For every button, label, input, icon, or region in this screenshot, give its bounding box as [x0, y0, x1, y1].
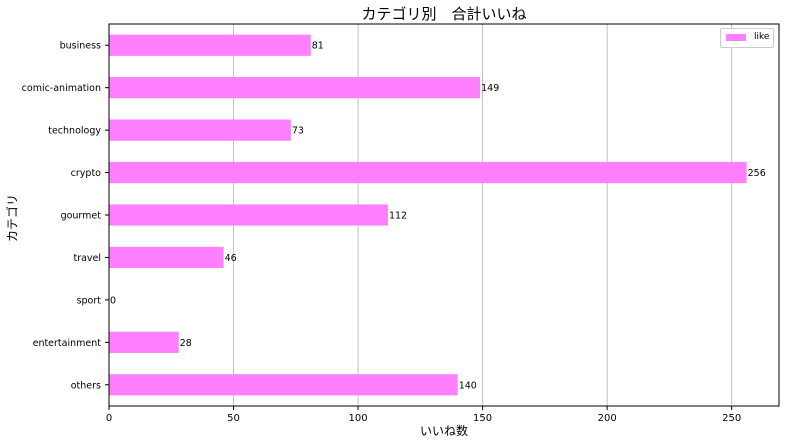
chart-title: カテゴリ別 合計いいね — [361, 5, 527, 23]
bars — [109, 34, 747, 396]
y-tick-label: entertainment — [33, 338, 102, 349]
y-axis-label: カテゴリ — [5, 193, 20, 243]
data-label: 140 — [459, 380, 477, 391]
x-tick-label: 100 — [349, 413, 368, 424]
y-tick-label: travel — [73, 253, 101, 264]
bar-others — [109, 374, 458, 396]
y-tick-label: technology — [48, 126, 101, 137]
y-tick-label: gourmet — [61, 211, 102, 222]
legend-swatch — [726, 34, 746, 41]
bar-travel — [109, 246, 224, 269]
bar-entertainment — [109, 331, 179, 353]
bar-technology — [109, 119, 291, 141]
data-label: 256 — [748, 168, 766, 179]
y-axis-ticks: business comic-animation technology crypto g… — [22, 41, 109, 391]
data-label: 81 — [312, 41, 324, 52]
y-tick-label: sport — [77, 295, 102, 306]
legend: like — [720, 28, 774, 48]
bar-crypto — [109, 161, 747, 184]
y-tick-label: comic-animation — [22, 83, 101, 94]
x-axis-ticks: 0 50 100 150 200 250 — [106, 406, 741, 424]
x-axis-label: いいね数 — [419, 424, 468, 438]
data-label: 46 — [225, 253, 237, 264]
bar-comic-animation — [109, 77, 481, 99]
data-label: 149 — [481, 83, 499, 94]
x-tick-label: 50 — [227, 413, 240, 424]
x-tick-label: 200 — [598, 413, 617, 424]
bar-gourmet — [109, 204, 388, 226]
data-label: 0 — [110, 295, 116, 306]
y-tick-label: business — [60, 41, 101, 52]
legend-label: like — [754, 32, 770, 42]
bar-business — [109, 34, 311, 56]
y-tick-label: others — [71, 380, 101, 391]
x-tick-label: 250 — [722, 413, 741, 424]
data-label: 73 — [292, 126, 304, 137]
x-tick-label: 150 — [473, 413, 492, 424]
data-labels: 81 149 73 256 112 46 0 28 140 — [110, 41, 766, 392]
data-label: 28 — [180, 338, 192, 349]
data-label: 112 — [389, 211, 407, 222]
y-tick-label: crypto — [71, 168, 102, 179]
x-tick-label: 0 — [106, 413, 112, 424]
